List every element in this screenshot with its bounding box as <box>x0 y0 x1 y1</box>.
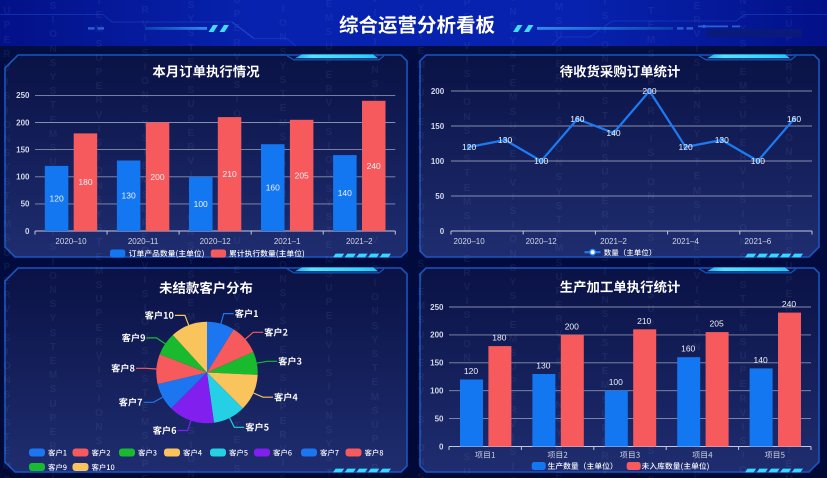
svg-text:150: 150 <box>430 359 444 368</box>
svg-text:160: 160 <box>681 344 695 354</box>
svg-text:160: 160 <box>570 114 584 124</box>
svg-text:50: 50 <box>435 414 444 423</box>
svg-text:2021–4: 2021–4 <box>672 237 699 246</box>
svg-text:120: 120 <box>679 142 693 152</box>
svg-text:120: 120 <box>464 366 478 376</box>
svg-text:2020–12: 2020–12 <box>200 237 232 246</box>
svg-text:ONSYSTEMSUPERVISIONSYSTEMSUPER: ONSYSTEMSUPERVISIONSYSTEMSUPERVISIO <box>509 0 518 478</box>
svg-text:2021–6: 2021–6 <box>745 237 772 246</box>
svg-text:2021–1: 2021–1 <box>274 237 301 246</box>
svg-text:200: 200 <box>565 321 579 331</box>
svg-text:100: 100 <box>16 173 30 182</box>
svg-text:250: 250 <box>16 91 30 100</box>
svg-text:130: 130 <box>498 135 512 145</box>
svg-text:200: 200 <box>150 172 164 182</box>
svg-text:100: 100 <box>751 156 765 166</box>
svg-text:200: 200 <box>642 86 656 96</box>
svg-text:240: 240 <box>367 161 381 171</box>
svg-text:200: 200 <box>430 331 444 340</box>
svg-text:150: 150 <box>431 122 445 131</box>
svg-text:2020–11: 2020–11 <box>128 237 159 246</box>
svg-text:180: 180 <box>78 177 92 187</box>
svg-text:50: 50 <box>21 200 30 209</box>
svg-text:120: 120 <box>462 142 476 152</box>
svg-text:130: 130 <box>715 135 729 145</box>
svg-text:240: 240 <box>782 299 796 309</box>
svg-text:150: 150 <box>16 145 30 154</box>
svg-text:50: 50 <box>435 192 444 201</box>
svg-text:100: 100 <box>430 387 444 396</box>
svg-text:180: 180 <box>492 333 506 343</box>
svg-text:0: 0 <box>439 442 444 451</box>
svg-text:205: 205 <box>295 170 309 180</box>
svg-text:200: 200 <box>16 118 30 127</box>
svg-text:100: 100 <box>194 199 208 209</box>
svg-text:130: 130 <box>122 191 136 201</box>
svg-text:140: 140 <box>338 188 352 198</box>
svg-text:2020–12: 2020–12 <box>526 237 558 246</box>
svg-text:2021–2: 2021–2 <box>346 237 373 246</box>
svg-text:130: 130 <box>536 361 550 371</box>
svg-text:160: 160 <box>787 114 801 124</box>
svg-text:210: 210 <box>223 169 237 179</box>
svg-text:2020–10: 2020–10 <box>55 237 87 246</box>
svg-text:0: 0 <box>440 227 445 236</box>
svg-text:100: 100 <box>534 156 548 166</box>
svg-text:100: 100 <box>609 377 623 387</box>
svg-text:0: 0 <box>25 227 30 236</box>
svg-text:210: 210 <box>637 316 651 326</box>
svg-text:200: 200 <box>431 87 445 96</box>
svg-text:160: 160 <box>266 183 280 193</box>
svg-text:250: 250 <box>430 303 444 312</box>
svg-text:2021–2: 2021–2 <box>600 237 627 246</box>
svg-text:100: 100 <box>431 157 445 166</box>
svg-text:205: 205 <box>710 319 724 329</box>
svg-text:2020–10: 2020–10 <box>454 237 486 246</box>
svg-text:120: 120 <box>50 194 64 204</box>
svg-text:140: 140 <box>754 355 768 365</box>
svg-text:140: 140 <box>606 128 620 138</box>
